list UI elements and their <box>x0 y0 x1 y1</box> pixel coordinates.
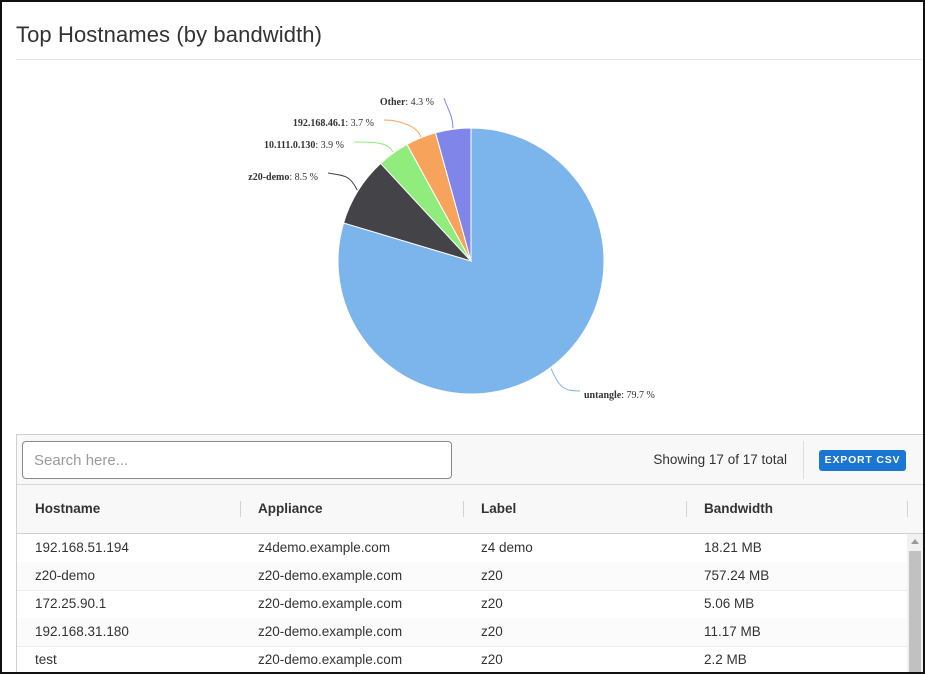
cell-bandwidth: 18.21 MB <box>704 540 762 555</box>
pie-data-label: z20-demo: 8.5 % <box>248 172 318 183</box>
cell-appliance: z4demo.example.com <box>258 540 391 555</box>
cell-hostname: 172.25.90.1 <box>35 596 107 611</box>
pie-label-name: 192.168.46.1 <box>293 118 346 129</box>
column-header-appliance[interactable]: Appliance <box>258 501 323 516</box>
cell-appliance: z20-demo.example.com <box>258 624 403 639</box>
pie-data-label: 192.168.46.1: 3.7 % <box>293 118 374 129</box>
pie-chart: untangle: 79.7 % z20-demo: 8.5 % 10.111.0.… <box>248 97 655 401</box>
table-body: 192.168.51.194 z4demo.example.com z4 demo 1… <box>17 534 923 672</box>
card-title: Top Hostnames (by bandwidth) <box>16 22 323 47</box>
cell-appliance: z20-demo.example.com <box>258 568 403 583</box>
cell-label: z4 demo <box>481 540 533 555</box>
cell-hostname: 192.168.31.180 <box>35 624 129 639</box>
cell-hostname: test <box>35 652 57 667</box>
cell-appliance: z20-demo.example.com <box>258 652 403 667</box>
column-header-bandwidth[interactable]: Bandwidth <box>704 501 773 516</box>
cell-label: z20 <box>481 568 503 583</box>
pie-label-value: : 3.9 % <box>315 140 344 151</box>
pie-connector-2 <box>353 141 394 153</box>
cell-bandwidth: 11.17 MB <box>704 624 761 639</box>
table-row[interactable]: 192.168.51.194 z4demo.example.com z4 demo 1… <box>17 534 907 563</box>
pie-slice-other[interactable] <box>434 127 472 262</box>
cell-bandwidth: 2.2 MB <box>704 652 747 667</box>
pie-label-name: 10.111.0.130 <box>264 140 315 151</box>
cell-hostname: z20-demo <box>35 568 96 583</box>
cell-bandwidth: 5.06 MB <box>704 596 755 611</box>
pie-label-value: : 3.7 % <box>345 118 374 129</box>
cell-appliance: z20-demo.example.com <box>258 596 403 611</box>
toolbar-divider <box>803 441 804 479</box>
cell-label: z20 <box>481 624 503 639</box>
cell-label: z20 <box>481 652 503 667</box>
table-row[interactable]: test z20-demo.example.com z20 2.2 MB <box>17 646 907 672</box>
column-header-label[interactable]: Label <box>481 501 517 516</box>
grid-toolbar: Showing 17 of 17 total EXPORT CSV <box>17 435 923 485</box>
pie-data-label: untangle: 79.7 % <box>584 390 655 401</box>
column-header-hostname[interactable]: Hostname <box>35 501 101 516</box>
pie-data-label: Other: 4.3 % <box>380 97 434 108</box>
vertical-scrollbar[interactable] <box>907 534 923 672</box>
column-resize-handle[interactable] <box>686 501 687 517</box>
table-row[interactable]: 192.168.31.180 z20-demo.example.com z20 11.… <box>17 618 907 647</box>
pie-data-label: 10.111.0.130: 3.9 % <box>264 140 344 151</box>
pie-label-value: : 8.5 % <box>289 172 318 183</box>
hostnames-grid: Showing 17 of 17 total EXPORT CSV Hostna… <box>16 434 923 672</box>
column-resize-handle[interactable] <box>240 501 241 517</box>
export-csv-button[interactable]: EXPORT CSV <box>819 450 906 471</box>
cell-label: z20 <box>481 596 503 611</box>
scrollbar-thumb[interactable] <box>909 551 921 672</box>
title-divider <box>16 59 922 60</box>
table-header: Hostname Appliance Label Bandwidth <box>17 485 923 534</box>
pie-label-value: : 79.7 % <box>621 390 655 401</box>
pie-connector-1 <box>327 172 358 191</box>
pie-label-name: Other <box>380 97 406 108</box>
scroll-up-arrow-icon[interactable] <box>911 539 919 544</box>
column-resize-handle[interactable] <box>463 501 464 517</box>
pie-connector-3 <box>383 119 422 138</box>
pie-connector-0 <box>550 368 581 392</box>
cell-bandwidth: 757.24 MB <box>704 568 770 583</box>
column-resize-handle[interactable] <box>907 501 908 517</box>
search-input[interactable] <box>22 441 452 479</box>
record-count: Showing 17 of 17 total <box>653 452 787 467</box>
pie-connector-4 <box>443 97 454 129</box>
pie-label-name: z20-demo <box>248 172 289 183</box>
table-row[interactable]: 172.25.90.1 z20-demo.example.com z20 5.06 M… <box>17 590 907 619</box>
pie-label-name: untangle <box>584 390 622 401</box>
pie-label-value: : 4.3 % <box>405 97 434 108</box>
cell-hostname: 192.168.51.194 <box>35 540 129 555</box>
table-row[interactable]: z20-demo z20-demo.example.com z20 757.24 MB <box>17 562 907 591</box>
